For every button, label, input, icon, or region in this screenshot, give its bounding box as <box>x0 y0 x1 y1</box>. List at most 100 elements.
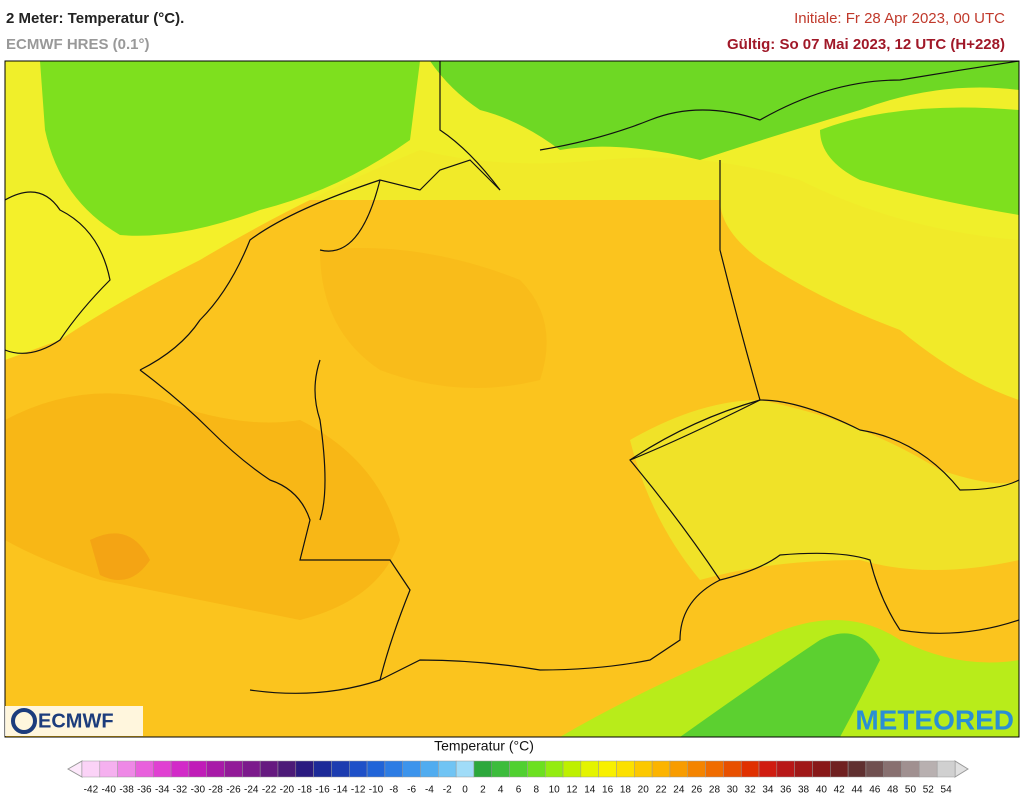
legend-tick-label: 2 <box>480 785 486 796</box>
legend-swatch <box>170 760 190 778</box>
legend-tick-label: 34 <box>762 785 774 796</box>
map-frame <box>4 60 1020 738</box>
legend-tick-label: 28 <box>709 785 721 796</box>
legend-tick-label: 24 <box>673 785 685 796</box>
legend-swatch <box>544 760 564 778</box>
legend-tick-label: 54 <box>941 785 953 796</box>
legend-swatch <box>81 760 101 778</box>
legend-swatch <box>598 760 617 778</box>
legend-tick-label: 16 <box>602 785 614 796</box>
legend-tick-label: 20 <box>638 785 650 796</box>
legend-swatch <box>794 760 813 778</box>
legend-tick-label: -42 <box>84 785 99 796</box>
legend-tick-label: 18 <box>620 785 632 796</box>
legend-swatch <box>402 760 421 778</box>
legend-tick-label: -12 <box>351 785 366 796</box>
legend-tick-label: -18 <box>297 785 312 796</box>
legend-tick-label: -32 <box>173 785 188 796</box>
legend-swatch <box>580 760 599 778</box>
legend-tick-label: -16 <box>315 785 330 796</box>
legend-tick-label: -34 <box>155 785 170 796</box>
legend-swatch <box>135 760 154 778</box>
valid-time: Gültig: So 07 Mai 2023, 12 UTC (H+228) <box>727 36 1005 53</box>
legend: -42 -40 -38 -36 -34 -32 -30 -28 -26 -24 -22 -20 -18-… <box>66 760 969 796</box>
legend-tick-label: -22 <box>262 785 277 796</box>
legend-swatch <box>865 760 884 778</box>
legend-tick-label: 6 <box>516 785 522 796</box>
legend-tick-label: -30 <box>191 785 206 796</box>
legend-title: Temperatur (°C) <box>434 738 534 754</box>
legend-tick-label: 38 <box>798 785 810 796</box>
ecmwf-logo: ECMWF <box>5 706 143 736</box>
legend-tick-label: 26 <box>691 785 703 796</box>
legend-tick-label: 48 <box>887 785 899 796</box>
legend-tick-label: -2 <box>443 785 452 796</box>
legend-swatch <box>206 760 225 778</box>
legend-swatch <box>277 760 297 778</box>
legend-swatch <box>830 760 849 778</box>
legend-tick-label: -10 <box>369 785 384 796</box>
legend-swatch <box>669 760 689 778</box>
legend-swatch <box>313 760 332 778</box>
legend-swatch <box>758 760 778 778</box>
legend-arrow-right <box>954 760 969 778</box>
legend-swatch <box>188 760 207 778</box>
legend-tick-label: -36 <box>137 785 152 796</box>
legend-swatch <box>473 760 493 778</box>
legend-swatch <box>331 760 350 778</box>
legend-tick-label: -28 <box>208 785 223 796</box>
legend-swatch <box>348 760 368 778</box>
legend-swatch <box>224 760 243 778</box>
legend-swatch <box>366 760 386 778</box>
legend-tick-label: 4 <box>498 785 504 796</box>
legend-swatch <box>562 760 582 778</box>
legend-tick-label: 44 <box>851 785 863 796</box>
borders <box>5 61 1019 694</box>
legend-swatch <box>705 760 724 778</box>
legend-tick-label: -14 <box>333 785 348 796</box>
legend-swatch <box>740 760 760 778</box>
legend-tick-label: 46 <box>869 785 881 796</box>
legend-tick-label: 22 <box>655 785 667 796</box>
model: ECMWF HRES (0.1°) <box>6 36 150 53</box>
legend-swatch <box>259 760 279 778</box>
legend-swatch <box>527 760 546 778</box>
map <box>5 61 1019 737</box>
legend-swatch <box>883 760 902 778</box>
legend-swatch <box>99 760 118 778</box>
legend-swatch <box>384 760 403 778</box>
ecmwf-text: ECMWF <box>38 710 114 732</box>
legend-swatch <box>936 760 956 778</box>
legend-swatch <box>651 760 671 778</box>
legend-swatch <box>723 760 742 778</box>
title: 2 Meter: Temperatur (°C). <box>6 10 184 27</box>
legend-tick-label: 10 <box>549 785 561 796</box>
legend-tick-label: 36 <box>780 785 792 796</box>
legend-tick-label: 32 <box>745 785 757 796</box>
legend-swatch <box>438 760 457 778</box>
legend-swatch <box>812 760 831 778</box>
legend-swatch <box>634 760 653 778</box>
legend-swatch <box>616 760 635 778</box>
legend-tick-label: -26 <box>226 785 241 796</box>
legend-swatch <box>117 760 136 778</box>
legend-swatch <box>455 760 475 778</box>
legend-swatch <box>295 760 314 778</box>
legend-swatch <box>153 760 172 778</box>
legend-tick-label: -40 <box>101 785 116 796</box>
legend-tick-label: 8 <box>534 785 540 796</box>
legend-swatch <box>847 760 867 778</box>
legend-tick-label: -38 <box>119 785 134 796</box>
legend-tick-label: -20 <box>280 785 295 796</box>
legend-tick-label: 30 <box>727 785 739 796</box>
legend-swatch <box>420 760 439 778</box>
legend-tick-label: -6 <box>407 785 416 796</box>
legend-swatch <box>491 760 510 778</box>
legend-swatch <box>687 760 706 778</box>
legend-swatch <box>919 760 938 778</box>
legend-tick-label: -4 <box>425 785 434 796</box>
legend-tick-label: -24 <box>244 785 259 796</box>
legend-tick-label: 52 <box>923 785 935 796</box>
legend-swatch <box>509 760 528 778</box>
